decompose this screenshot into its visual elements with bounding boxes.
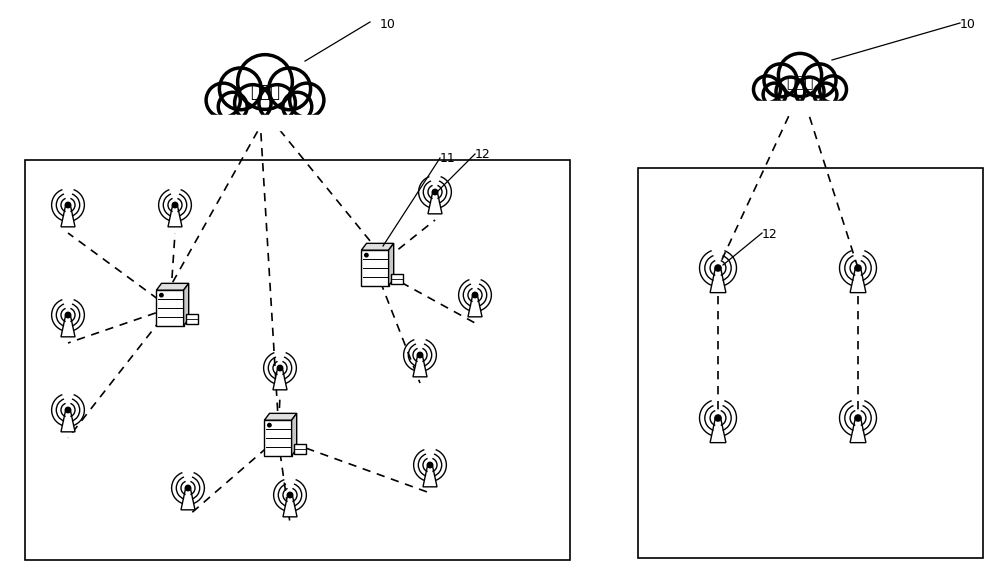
Polygon shape (283, 495, 297, 517)
Polygon shape (850, 418, 866, 442)
Circle shape (238, 54, 292, 109)
Polygon shape (61, 205, 75, 227)
Bar (25, 160, 570, 560)
Circle shape (754, 76, 780, 103)
Text: 核心网: 核心网 (786, 75, 814, 90)
Polygon shape (61, 410, 75, 432)
Circle shape (218, 92, 247, 121)
Polygon shape (428, 192, 442, 214)
Polygon shape (468, 295, 482, 317)
Text: 11: 11 (440, 152, 456, 165)
Circle shape (283, 92, 312, 121)
Polygon shape (389, 243, 394, 286)
Circle shape (764, 64, 797, 97)
Circle shape (206, 83, 240, 118)
Circle shape (268, 423, 271, 427)
Polygon shape (423, 465, 437, 487)
Bar (264, 420, 292, 456)
Polygon shape (361, 243, 394, 250)
Polygon shape (181, 488, 195, 510)
Polygon shape (850, 268, 866, 292)
Circle shape (715, 415, 721, 421)
Bar (186, 314, 198, 324)
Bar (294, 444, 306, 454)
Circle shape (427, 462, 433, 468)
Polygon shape (710, 418, 726, 442)
Circle shape (365, 254, 368, 257)
Circle shape (235, 85, 271, 121)
Circle shape (778, 53, 822, 97)
Circle shape (65, 312, 71, 318)
Circle shape (803, 64, 836, 97)
Circle shape (160, 294, 163, 297)
Bar (156, 290, 184, 326)
Bar (206, 115, 324, 130)
Polygon shape (273, 368, 287, 390)
Text: 10: 10 (380, 18, 396, 31)
Text: 10: 10 (960, 18, 976, 31)
Circle shape (219, 68, 261, 110)
Circle shape (855, 415, 861, 421)
Circle shape (259, 85, 295, 121)
Circle shape (172, 202, 178, 208)
Circle shape (432, 189, 438, 195)
Polygon shape (184, 283, 189, 326)
Circle shape (820, 76, 846, 103)
Polygon shape (168, 205, 182, 227)
Circle shape (776, 77, 805, 106)
Polygon shape (156, 283, 189, 290)
Circle shape (814, 83, 837, 106)
Text: 核心网: 核心网 (250, 82, 280, 101)
Circle shape (795, 77, 824, 106)
Circle shape (290, 83, 324, 118)
Bar (638, 168, 983, 558)
Bar (754, 101, 846, 113)
Polygon shape (710, 268, 726, 292)
Circle shape (763, 83, 786, 106)
Circle shape (65, 202, 71, 208)
Circle shape (472, 292, 478, 298)
Polygon shape (292, 413, 297, 456)
Circle shape (269, 68, 311, 110)
Circle shape (65, 407, 71, 413)
Circle shape (715, 265, 721, 271)
Text: 12: 12 (762, 228, 778, 241)
Circle shape (185, 485, 191, 491)
Bar (391, 274, 402, 284)
Text: 12: 12 (475, 148, 491, 161)
Circle shape (417, 352, 423, 358)
Polygon shape (264, 413, 297, 420)
Circle shape (277, 365, 283, 371)
Bar (361, 250, 389, 286)
Polygon shape (61, 315, 75, 337)
Circle shape (287, 492, 293, 498)
Circle shape (855, 265, 861, 271)
Polygon shape (413, 355, 427, 377)
